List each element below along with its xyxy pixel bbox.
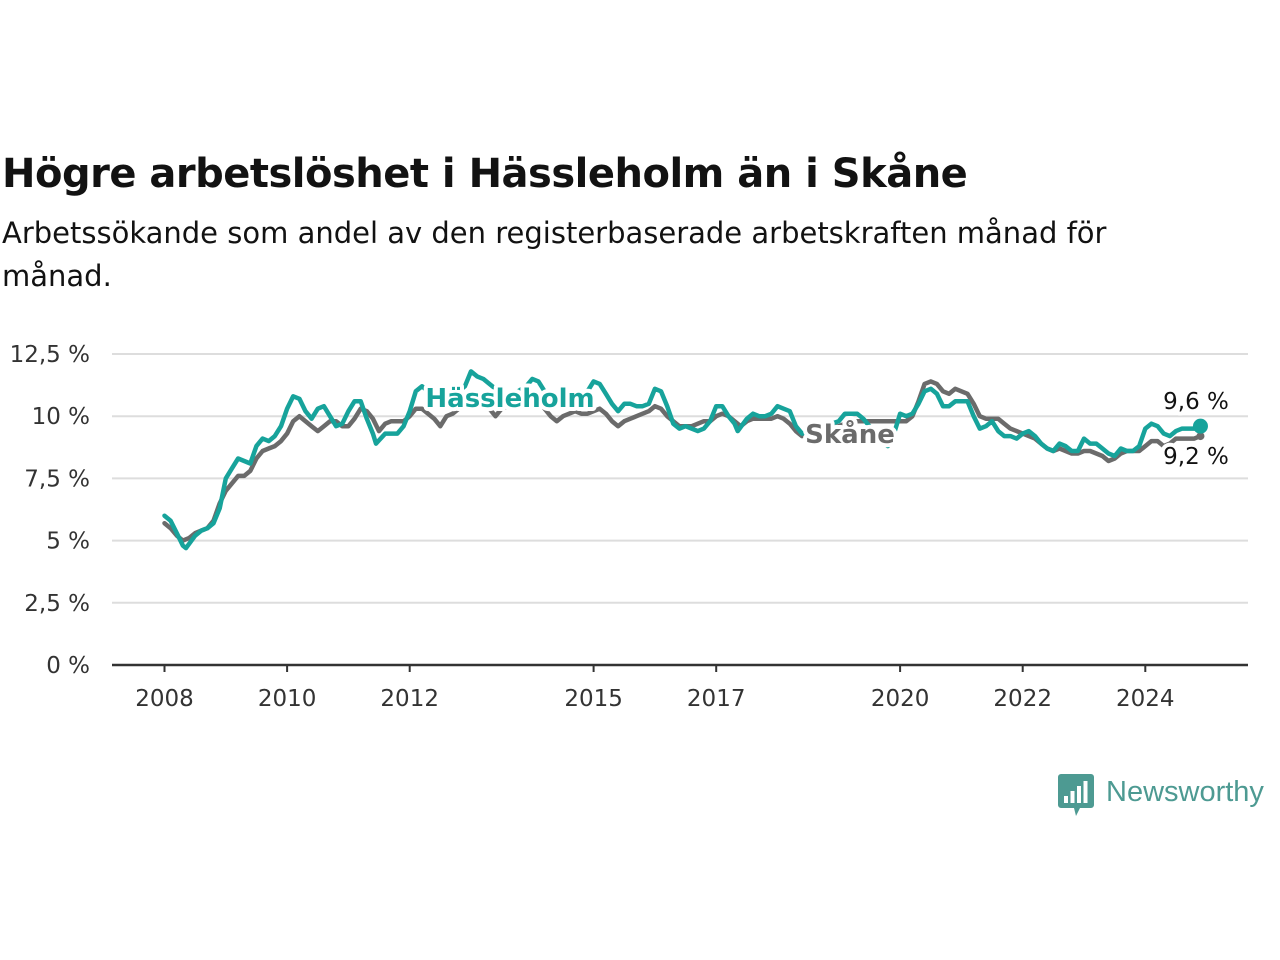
y-axis-ticks: 0 % 2,5 % 5 % 7,5 % 10 % 12,5 % [10, 342, 90, 679]
hassleholm-end-label-halo: 9,6 % [1163, 389, 1229, 415]
x-tick-label: 2024 [1116, 686, 1175, 712]
x-tick-label: 2022 [993, 686, 1052, 712]
line-chart: 0 %2,5 %5 %7,5 %10 %12,5 % 2008 2010 2012 2… [10, 342, 1248, 712]
y-tick-label: 0 % [46, 653, 90, 679]
x-tick-label: 2015 [564, 686, 623, 712]
brand-name: Newsworthy [1106, 776, 1264, 808]
hassleholm-series-line [162, 369, 1203, 551]
gridlines [112, 353, 1248, 604]
series-lines [162, 369, 1208, 551]
hassleholm-label-halo: Hässleholm [425, 384, 594, 414]
skane-label: Skåne [805, 418, 895, 450]
skane-label-halo: Skåne [805, 418, 895, 450]
x-tick-label: 2008 [135, 686, 194, 712]
y-tick-label: 12,5 % [10, 342, 90, 368]
y-tick-label: 7,5 % [24, 466, 90, 492]
skane-end-marker [1196, 432, 1205, 441]
chart-subtitle: Arbetssökande som andel av den registerb… [2, 216, 1107, 293]
y-tick-label: 5 % [46, 529, 90, 555]
x-tick-label: 2017 [687, 686, 746, 712]
hassleholm-label: Hässleholm [425, 384, 594, 414]
x-tick-label: 2012 [380, 686, 439, 712]
chart-bubble-icon [1058, 774, 1094, 816]
x-tick-label: 2010 [258, 686, 317, 712]
y-tick-label: 10 % [32, 404, 90, 430]
chart-title: Högre arbetslöshet i Hässleholm än i Skå… [2, 151, 968, 197]
skane-end-label-halo: 9,2 % [1163, 444, 1229, 470]
skane-end-label: 9,2 % [1163, 444, 1229, 470]
skane-series-line [162, 379, 1203, 543]
hassleholm-end-marker [1192, 418, 1208, 434]
y-tick-label: 2,5 % [24, 591, 90, 617]
x-axis: 2008 2010 2012 2015 2017 2020 2022 2024 [112, 663, 1248, 712]
newsworthy-logo: Newsworthy [1058, 772, 1264, 820]
hassleholm-end-label: 9,6 % [1163, 389, 1229, 415]
x-tick-label: 2020 [871, 686, 930, 712]
